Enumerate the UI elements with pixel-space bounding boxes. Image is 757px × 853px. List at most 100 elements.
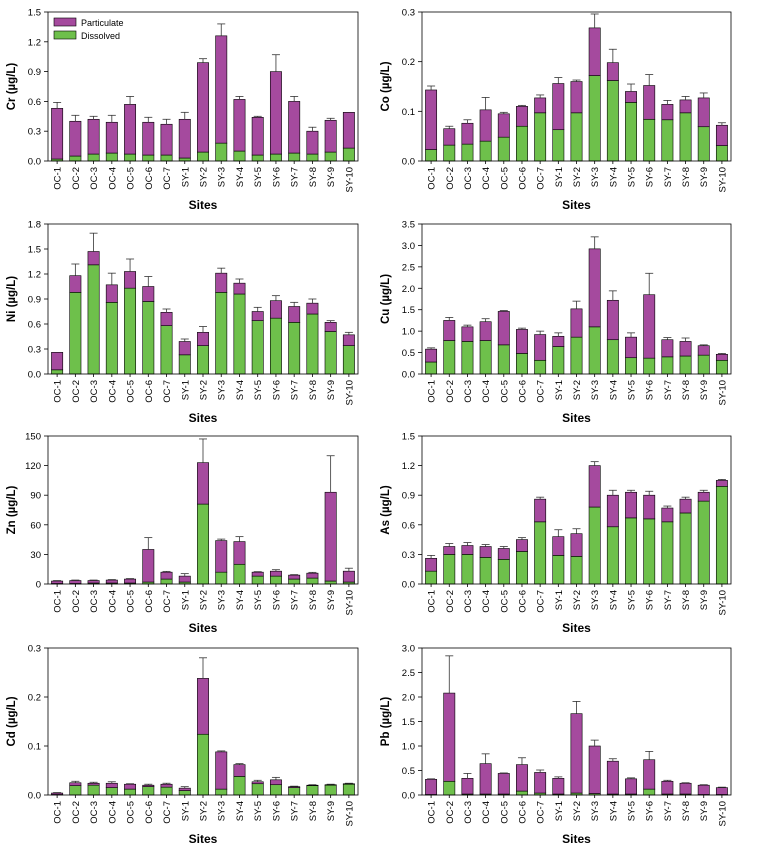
chart-panel-cr: 0.0 0.3 0.6 0.9 1.2 1.5 OC-1 OC-2 OC-3 OC-4 OC-5 OC… [6, 8, 359, 212]
bar-particulate-cr-14 [306, 130, 319, 155]
bar-dissolved-ni-9 [215, 292, 228, 375]
y-tick-label-zn-4: 120 [25, 461, 41, 472]
x-tick-label-pb-0: OC-1 [427, 801, 438, 824]
bar-particulate-as-9 [588, 465, 601, 508]
bar-particulate-cd-6 [160, 783, 173, 788]
bar-particulate-cr-16 [342, 112, 355, 149]
y-tick-label-co-2: 0.2 [402, 57, 415, 68]
bar-particulate-zn-11 [251, 571, 264, 577]
y-tick-label-cd-1: 0.1 [28, 742, 41, 753]
bar-particulate-zn-6 [160, 571, 173, 580]
bar-particulate-zn-14 [306, 572, 319, 579]
bar-dissolved-ni-14 [306, 313, 319, 375]
bar-dissolved-co-4 [497, 136, 510, 162]
bar-particulate-pb-4 [497, 773, 510, 795]
y-tick-label-as-0: 0.0 [402, 580, 415, 591]
bar-dissolved-co-2 [461, 143, 474, 162]
bar-particulate-zn-0 [51, 580, 64, 584]
x-tick-label-co-8: SY-2 [572, 167, 583, 187]
x-tick-label-cr-0: OC-1 [53, 167, 64, 190]
bar-dissolved-co-10 [606, 80, 619, 162]
bar-dissolved-cd-8 [197, 733, 209, 796]
y-tick-label-ni-6: 1.8 [28, 220, 41, 231]
bar-dissolved-pb-5 [516, 790, 528, 796]
x-tick-label-cd-9: SY-3 [217, 801, 228, 821]
bar-dissolved-pb-12 [643, 788, 656, 796]
x-axis-label-cd: Sites [189, 832, 218, 846]
bar-particulate-co-3 [479, 109, 492, 142]
x-tick-label-co-15: SY-9 [699, 167, 710, 187]
bar-particulate-co-15 [697, 97, 710, 128]
bar-particulate-pb-9 [588, 745, 601, 794]
bar-particulate-cd-13 [288, 786, 301, 788]
bar-particulate-pb-8 [570, 713, 583, 794]
bar-particulate-cd-5 [142, 784, 155, 787]
x-tick-label-pb-7: SY-1 [554, 801, 565, 821]
x-tick-label-cr-6: OC-7 [162, 167, 173, 190]
bar-particulate-ni-1 [69, 275, 82, 293]
x-tick-label-zn-15: SY-9 [326, 590, 337, 610]
y-tick-label-as-4: 1.2 [402, 461, 415, 472]
bar-dissolved-co-8 [570, 112, 583, 162]
y-tick-label-cr-3: 0.9 [28, 67, 41, 78]
x-tick-label-cr-12: SY-6 [271, 167, 282, 187]
x-tick-label-zn-11: SY-5 [253, 590, 264, 610]
x-tick-label-cd-0: OC-1 [53, 801, 64, 824]
x-tick-label-cd-7: SY-1 [180, 801, 191, 821]
bar-dissolved-pb-1 [443, 780, 456, 796]
bar-particulate-pb-16 [715, 787, 728, 795]
bar-particulate-cr-13 [288, 101, 301, 154]
bar-particulate-as-4 [497, 548, 510, 560]
x-tick-label-cr-13: SY-7 [290, 167, 301, 187]
x-tick-label-as-5: OC-6 [517, 590, 528, 613]
x-tick-label-cu-12: SY-6 [645, 380, 656, 400]
y-tick-label-cr-4: 1.2 [28, 37, 41, 48]
bar-dissolved-zn-12 [269, 575, 282, 585]
x-tick-label-ni-1: OC-2 [71, 380, 82, 403]
bar-dissolved-zn-11 [251, 575, 264, 585]
bar-particulate-as-12 [643, 494, 656, 520]
x-tick-label-co-0: OC-1 [427, 167, 438, 190]
x-tick-label-cu-8: SY-2 [572, 380, 583, 400]
legend-label-dissolved: Dissolved [81, 31, 120, 41]
bar-particulate-as-14 [679, 498, 692, 514]
y-tick-label-cu-4: 2.0 [402, 284, 415, 295]
y-tick-label-as-3: 0.9 [402, 491, 415, 502]
x-tick-label-cr-4: OC-5 [126, 167, 137, 190]
y-tick-label-zn-3: 90 [30, 491, 41, 502]
legend-label-particulate: Particulate [81, 18, 124, 28]
x-tick-label-zn-7: SY-1 [180, 590, 191, 610]
bar-dissolved-ni-3 [105, 302, 118, 375]
x-tick-label-cd-1: OC-2 [71, 801, 82, 824]
bar-particulate-co-13 [661, 104, 674, 121]
bar-particulate-cd-0 [51, 792, 64, 795]
bar-particulate-co-8 [570, 81, 583, 114]
x-tick-label-cr-15: SY-9 [326, 167, 337, 187]
bar-dissolved-cd-11 [251, 783, 264, 796]
y-axis-label-cd: Cd (µg/L) [6, 696, 18, 746]
bar-particulate-co-10 [606, 62, 619, 81]
bar-dissolved-cr-11 [251, 154, 264, 162]
bar-particulate-as-7 [552, 536, 565, 556]
y-tick-label-as-5: 1.5 [402, 432, 415, 443]
bar-particulate-zn-5 [142, 549, 155, 583]
chart-panel-cd: 0.0 0.1 0.2 0.3 OC-1 OC-2 OC-3 OC-4 OC-5 OC-6 OC-7… [6, 644, 359, 846]
y-tick-label-as-2: 0.6 [402, 520, 415, 531]
bar-particulate-co-0 [425, 89, 438, 150]
bar-particulate-cd-9 [215, 751, 228, 790]
bar-dissolved-as-14 [679, 512, 692, 585]
y-tick-label-cu-1: 0.5 [402, 348, 415, 359]
x-tick-label-zn-4: OC-5 [126, 590, 137, 613]
x-tick-label-pb-11: SY-5 [627, 801, 638, 821]
y-tick-label-cu-7: 3.5 [402, 220, 415, 231]
bar-dissolved-cd-2 [87, 784, 100, 796]
y-tick-label-pb-0: 0.0 [402, 791, 415, 802]
bar-particulate-ni-2 [87, 251, 100, 266]
bar-dissolved-co-1 [443, 144, 456, 162]
bar-particulate-as-13 [661, 507, 674, 523]
x-tick-label-ni-13: SY-7 [290, 380, 301, 400]
bar-dissolved-cr-5 [142, 154, 155, 162]
bar-particulate-co-4 [497, 113, 510, 138]
x-tick-label-cr-8: SY-2 [199, 167, 210, 187]
